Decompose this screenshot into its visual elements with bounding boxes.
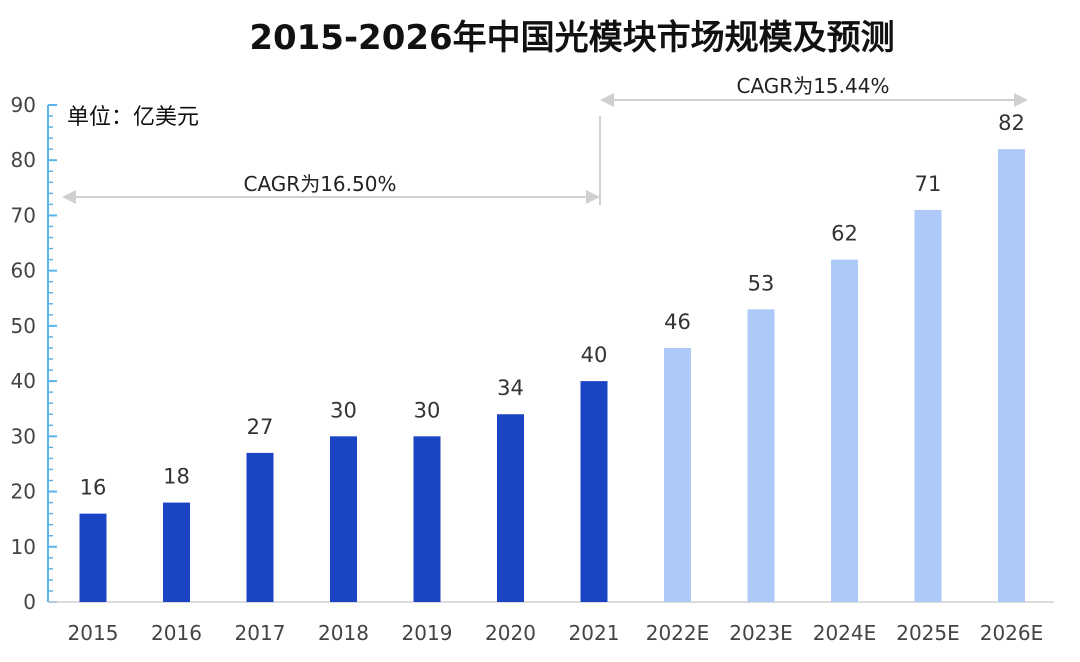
bars	[79, 149, 1025, 602]
x-tick-label-2015: 2015	[68, 621, 119, 645]
y-tick-label: 40	[11, 369, 36, 393]
data-label-2022E: 46	[664, 310, 691, 334]
x-tick-label-2026E: 2026E	[980, 621, 1044, 645]
y-tick-label: 70	[11, 203, 36, 227]
data-labels: 16 18 27 30 30 34 40 46 53 62 71 82	[80, 111, 1025, 499]
bar-2023E	[747, 309, 775, 602]
chart-title: 2015-2026年中国光模块市场规模及预测	[249, 18, 894, 58]
y-tick-label: 0	[23, 590, 36, 614]
data-label-2015: 16	[80, 476, 107, 500]
data-label-2019: 30	[414, 398, 441, 422]
y-tick-label: 30	[11, 424, 36, 448]
bar-2021	[580, 381, 608, 602]
y-tick-label: 20	[11, 480, 36, 504]
x-tick-label-2025E: 2025E	[896, 621, 960, 645]
x-axis-labels: 2015 2016 2017 2018 2019 2020 2021 2022E 2023E 20…	[68, 621, 1044, 645]
bar-2025E	[914, 209, 942, 602]
bar-2018	[330, 436, 357, 602]
cagr-label-1: CAGR为16.50%	[244, 172, 397, 196]
y-tick-label: 80	[11, 148, 36, 172]
data-label-2024E: 62	[831, 222, 858, 246]
bar-2019	[413, 436, 441, 602]
bar-2015	[79, 513, 107, 602]
cagr-arrow-1-arrowhead-left	[62, 190, 76, 204]
cagr-arrow-1-arrowhead-right	[586, 190, 600, 204]
bar-2022E	[664, 347, 691, 602]
y-tick-label: 50	[11, 314, 36, 338]
x-tick-label-2019: 2019	[402, 621, 453, 645]
unit-label: 单位：亿美元	[67, 105, 199, 130]
x-tick-label-2016: 2016	[151, 621, 202, 645]
x-tick-label-2023E: 2023E	[729, 621, 793, 645]
cagr-arrow-2-arrowhead-left	[600, 93, 614, 107]
data-label-2021: 40	[581, 343, 608, 367]
bar-2024E	[831, 259, 858, 602]
bar-2020	[497, 414, 524, 602]
data-label-2016: 18	[163, 465, 190, 489]
y-tick-label: 60	[11, 259, 36, 283]
y-axis: 0 10 20 30 40 50 60 70 80 90	[11, 93, 1054, 614]
x-tick-label-2017: 2017	[235, 621, 286, 645]
data-label-2026E: 82	[998, 111, 1025, 135]
cagr-label-2: CAGR为15.44%	[737, 74, 890, 98]
y-tick-label: 90	[11, 93, 36, 117]
cagr-annotations: CAGR为16.50% CAGR为15.44%	[62, 74, 1028, 205]
cagr-arrow-2-arrowhead-right	[1014, 93, 1028, 107]
bar-2026E	[998, 149, 1025, 602]
x-tick-label-2024E: 2024E	[813, 621, 877, 645]
data-label-2025E: 71	[915, 172, 942, 196]
bar-2017	[246, 452, 274, 602]
data-label-2020: 34	[497, 376, 524, 400]
x-tick-label-2021: 2021	[569, 621, 620, 645]
data-label-2017: 27	[247, 415, 274, 439]
data-label-2018: 30	[330, 398, 357, 422]
x-tick-label-2022E: 2022E	[646, 621, 710, 645]
data-label-2023E: 53	[748, 271, 775, 295]
x-tick-label-2018: 2018	[318, 621, 369, 645]
bar-2016	[163, 502, 190, 602]
y-tick-label: 10	[11, 535, 36, 559]
x-tick-label-2020: 2020	[485, 621, 536, 645]
